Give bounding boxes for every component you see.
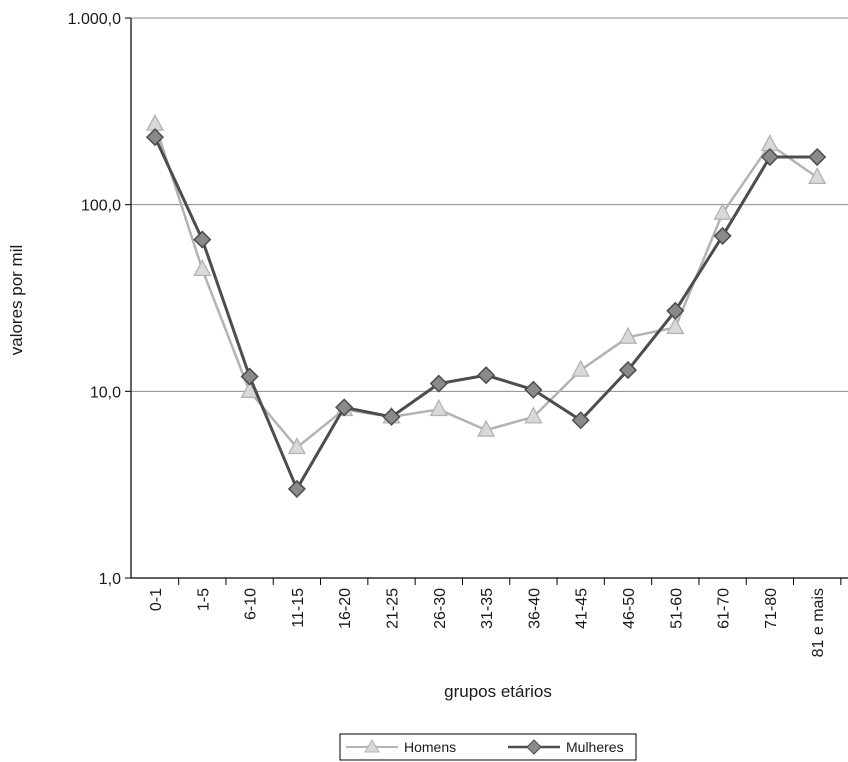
y-axis-title: valores por mil (7, 245, 26, 356)
x-tick-label: 41-45 (574, 588, 591, 629)
legend-label-mulheres: Mulheres (566, 739, 624, 755)
legend-label-homens: Homens (404, 739, 456, 755)
x-axis-title: grupos etários (444, 682, 552, 701)
data-point-mulheres (713, 226, 732, 245)
data-point-mulheres (287, 479, 306, 498)
data-point-mulheres (760, 147, 779, 167)
data-point-mulheres (429, 374, 448, 393)
data-point-mulheres (808, 147, 827, 167)
x-tick-label: 21-25 (385, 588, 402, 629)
data-point-homens (429, 399, 448, 417)
data-point-homens (477, 419, 496, 437)
x-tick-label: 71-80 (763, 588, 780, 629)
series-line-homens (153, 123, 818, 449)
x-tick-label: 81 e mais (810, 588, 827, 657)
y-tick-label: 100,0 (81, 198, 121, 215)
x-tick-label: 31-35 (479, 588, 496, 629)
y-axis-ticks: 1,0 10,0 100,0 1.000,0 (68, 11, 131, 588)
data-point-homens (666, 317, 685, 335)
legend-marker-homens (364, 739, 380, 753)
data-point-homens (193, 259, 212, 277)
data-point-homens (571, 359, 590, 377)
x-tick-label: 51-60 (668, 588, 685, 629)
y-tick-label: 10,0 (90, 384, 121, 401)
data-point-mulheres (382, 407, 401, 426)
data-point-homens (808, 167, 827, 185)
data-point-mulheres (145, 128, 165, 147)
legend-marker-mulheres (526, 739, 542, 755)
x-tick-label: 1-5 (195, 588, 212, 611)
x-tick-label: 0-1 (148, 588, 165, 611)
x-tick-label: 46-50 (621, 588, 638, 629)
data-point-homens (145, 113, 165, 131)
data-point-homens (287, 437, 306, 455)
x-tick-label: 11-15 (290, 588, 307, 628)
data-point-mulheres (618, 361, 638, 380)
data-point-mulheres (666, 301, 685, 320)
data-point-mulheres (335, 398, 354, 417)
data-point-homens (618, 326, 638, 344)
series-layer (145, 113, 827, 498)
data-point-mulheres (193, 230, 212, 249)
legend: Homens Mulheres (339, 733, 637, 761)
x-tick-label: 61-70 (716, 588, 733, 629)
data-point-mulheres (524, 380, 543, 399)
data-point-mulheres (240, 367, 259, 386)
x-axis-ticks: 0-1 1-5 6-10 11-15 16-20 21-25 26-30 31-35 36-40… (148, 578, 842, 657)
data-point-mulheres (477, 366, 496, 385)
x-tick-label: 26-30 (432, 588, 449, 629)
y-tick-label: 1,0 (99, 571, 121, 588)
x-tick-label: 36-40 (526, 588, 543, 629)
data-point-homens (713, 202, 732, 220)
data-point-mulheres (571, 411, 590, 430)
y-tick-label: 1.000,0 (68, 11, 121, 28)
data-point-homens (524, 406, 543, 424)
x-tick-label: 16-20 (337, 588, 354, 629)
x-tick-label: 6-10 (243, 588, 260, 620)
